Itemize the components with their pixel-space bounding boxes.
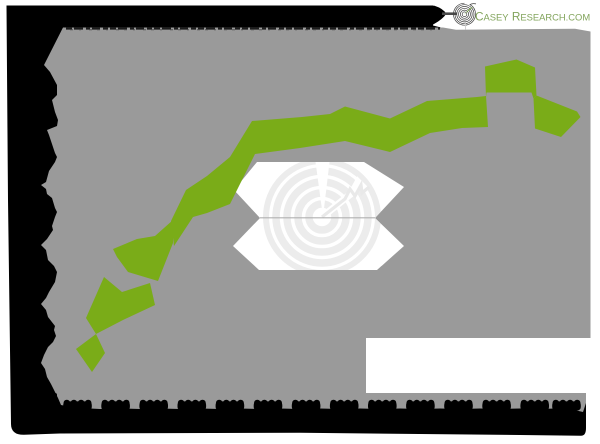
svg-text:CASEY RESEARCH.COM: CASEY RESEARCH.COM bbox=[475, 9, 590, 23]
